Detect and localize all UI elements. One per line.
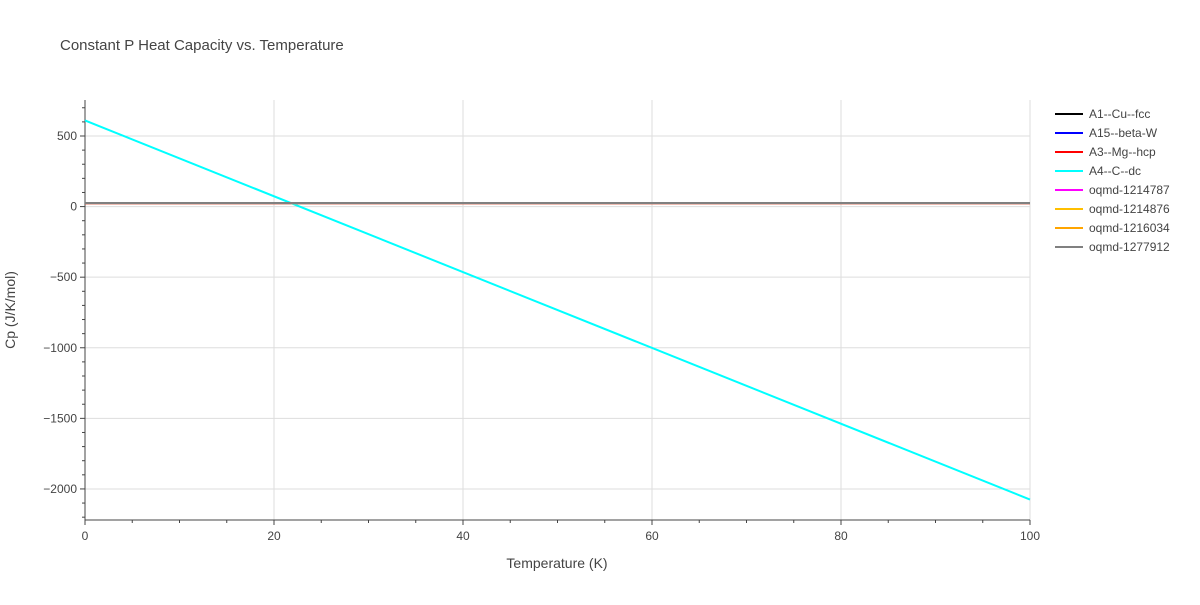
legend-item-oqmd-1214787[interactable]: oqmd-1214787 <box>1055 183 1170 197</box>
x-axis-title: Temperature (K) <box>506 555 607 571</box>
legend-label: A15--beta-W <box>1089 126 1158 140</box>
legend-label: oqmd-1277912 <box>1089 240 1170 254</box>
y-axis-title: Cp (J/K/mol) <box>2 271 18 349</box>
y-tick-label: −1000 <box>43 341 77 355</box>
ticks-layer: 0 20 40 60 80 100 500 0 −500 −1000 −1500 −2000 <box>43 129 1040 543</box>
series-line-A4--C--dc <box>84 119 1031 501</box>
x-tick-label: 80 <box>834 529 848 543</box>
legend-item-oqmd-1216034[interactable]: oqmd-1216034 <box>1055 221 1170 235</box>
legend-label: oqmd-1214787 <box>1089 183 1170 197</box>
series-layer <box>84 119 1031 501</box>
legend-item-A4--C--dc[interactable]: A4--C--dc <box>1055 164 1141 178</box>
chart-title: Constant P Heat Capacity vs. Temperature <box>60 37 344 54</box>
legend-item-A3--Mg--hcp[interactable]: A3--Mg--hcp <box>1055 145 1156 159</box>
legend-label: oqmd-1216034 <box>1089 221 1170 235</box>
y-tick-label: 500 <box>57 129 77 143</box>
legend-item-oqmd-1214876[interactable]: oqmd-1214876 <box>1055 202 1170 216</box>
grid-layer <box>85 100 1031 520</box>
y-tick-label: −1500 <box>43 411 77 425</box>
x-tick-label: 60 <box>645 529 659 543</box>
x-tick-label: 0 <box>82 529 89 543</box>
legend-label: oqmd-1214876 <box>1089 202 1170 216</box>
x-tick-label: 40 <box>456 529 470 543</box>
axes-layer <box>80 100 1031 525</box>
legend-label: A1--Cu--fcc <box>1089 107 1150 121</box>
legend-item-oqmd-1277912[interactable]: oqmd-1277912 <box>1055 240 1170 254</box>
legend-label: A3--Mg--hcp <box>1089 145 1156 159</box>
legend-item-A1--Cu--fcc[interactable]: A1--Cu--fcc <box>1055 107 1150 121</box>
y-tick-label: 0 <box>70 200 77 214</box>
legend[interactable]: A1--Cu--fcc A15--beta-W A3--Mg--hcp A4--C--… <box>1055 107 1170 254</box>
legend-label: A4--C--dc <box>1089 164 1141 178</box>
legend-item-A15--beta-W[interactable]: A15--beta-W <box>1055 126 1158 140</box>
x-tick-label: 100 <box>1020 529 1040 543</box>
y-tick-label: −500 <box>50 270 77 284</box>
x-tick-label: 20 <box>267 529 281 543</box>
y-tick-label: −2000 <box>43 482 77 496</box>
